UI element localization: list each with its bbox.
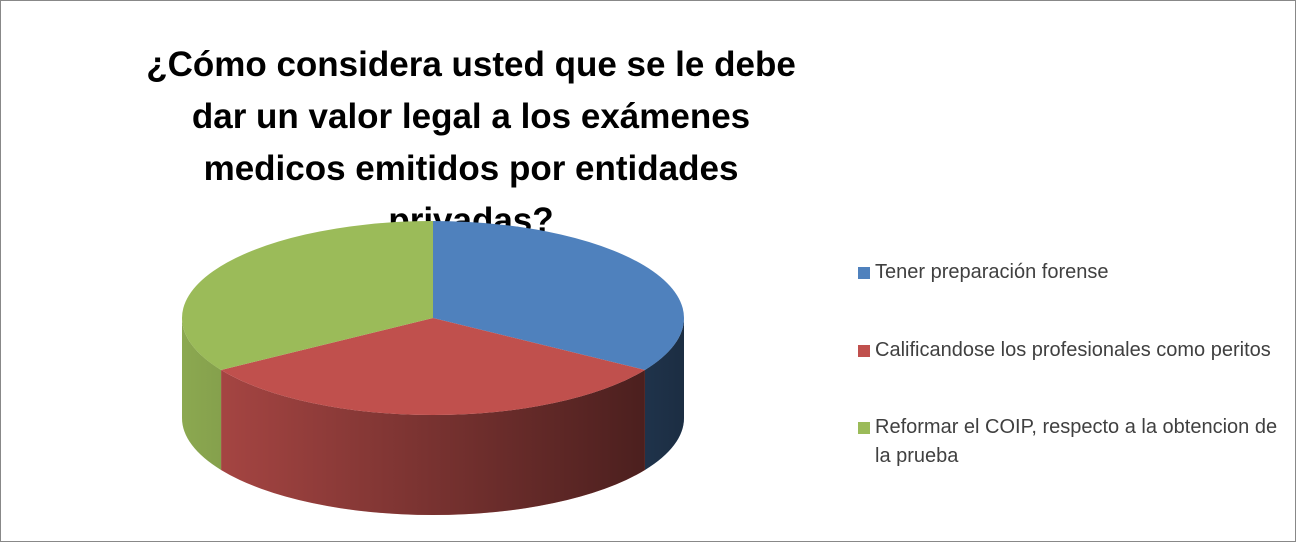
legend-label: Reformar el COIP, respecto a la obtencio… [875,416,1278,467]
pie-side-shade [182,318,222,470]
legend-item: Reformar el COIP, respecto a la obtencio… [858,413,1288,471]
pie-side-shade [644,318,684,470]
legend-label: Tener preparación forense [875,261,1109,283]
pie-slice [433,221,685,370]
legend-swatch [858,267,870,279]
legend-label: Calificandose los profesionales como per… [875,339,1271,361]
legend-item: Calificandose los profesionales como per… [858,336,1288,365]
legend-swatch [858,422,870,434]
legend-swatch [858,345,870,357]
pie-slice [221,318,645,415]
legend-item: Tener preparación forense [858,258,1288,287]
chart-title: ¿Cómo considera usted que se le debe dar… [146,45,796,240]
pie-slice [182,221,433,370]
pie-side-shade [221,369,645,515]
